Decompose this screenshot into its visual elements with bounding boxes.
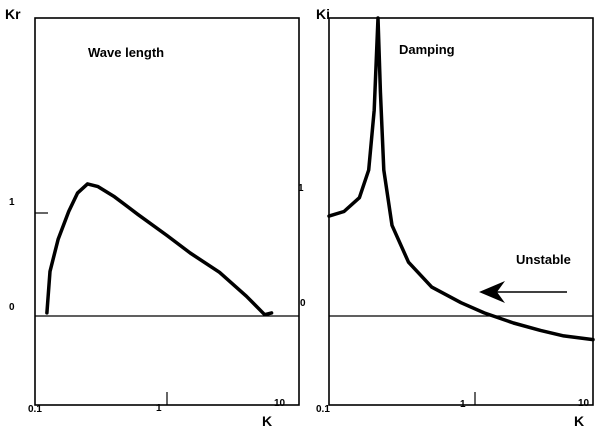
left-xtick-label-1: 1 (156, 403, 162, 414)
right-plot-frame (328, 17, 594, 406)
unstable-annotation: Unstable (516, 252, 571, 267)
right-xlabel: K (574, 413, 584, 428)
right-panel: Ki Damping 1 0 0.1 1 10 K Unstable (298, 6, 595, 428)
left-xlabel: K (262, 413, 272, 428)
left-xtick-label-01: 0.1 (28, 404, 42, 415)
right-xtick-label-1: 1 (460, 399, 466, 410)
left-chart-title: Wave length (88, 45, 164, 60)
left-plot-frame (34, 17, 300, 406)
unstable-arrow (479, 281, 567, 303)
right-xtick-label-01: 0.1 (316, 404, 330, 415)
left-ytick-label-1: 1 (9, 197, 15, 208)
right-ytick-label-0: 0 (300, 298, 306, 309)
right-chart-title: Damping (399, 42, 455, 57)
right-ytick-label-1: 1 (298, 183, 304, 194)
left-ylabel: Kr (5, 6, 21, 22)
left-series-line (45, 182, 274, 317)
left-xtick-label-10: 10 (274, 398, 286, 409)
right-series-line (327, 16, 595, 342)
left-panel: Kr Wave length 1 0 0.1 1 10 K (5, 6, 300, 428)
left-ytick-label-0: 0 (9, 302, 15, 313)
right-xtick-label-10: 10 (578, 398, 590, 409)
right-ylabel: Ki (316, 6, 330, 22)
